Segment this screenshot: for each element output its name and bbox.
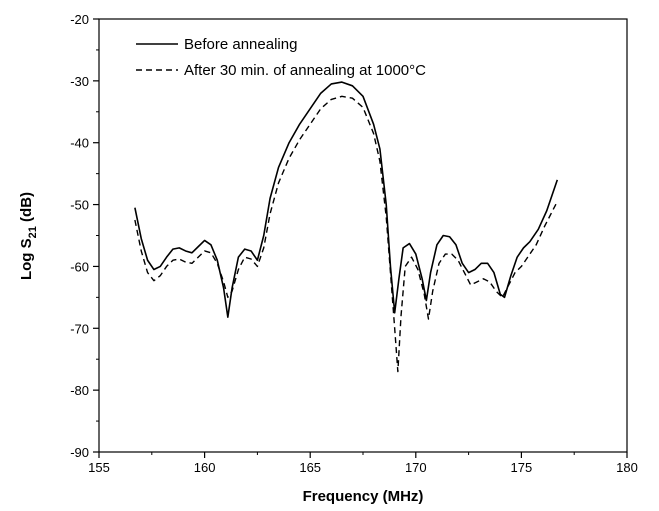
y-tick-label: -30 bbox=[70, 74, 89, 89]
plot-frame bbox=[98, 18, 628, 453]
x-tick-label: 165 bbox=[299, 460, 321, 475]
y-tick-label: -80 bbox=[70, 383, 89, 398]
y-tick-label: -20 bbox=[70, 12, 89, 27]
tick-labels: 155 160 165 170 175 180 -90 -80 -70 -60 -50 -40 -30 -… bbox=[70, 12, 638, 475]
y-tick-label: -40 bbox=[70, 136, 89, 151]
legend-label-before: Before annealing bbox=[184, 36, 297, 53]
y-axis-title-unit: (dB) bbox=[18, 192, 35, 226]
series-line-after-annealing bbox=[134, 95, 558, 373]
series-line-before-annealing bbox=[134, 81, 559, 318]
y-axis-title: Log S21 (dB) bbox=[18, 192, 39, 280]
x-tick-label: 170 bbox=[405, 460, 427, 475]
legend-label-after: After 30 min. of annealing at 1000°C bbox=[184, 62, 426, 79]
y-axis-title-main: Log S bbox=[18, 238, 35, 280]
legend: Before annealing After 30 min. of anneal… bbox=[136, 36, 426, 79]
x-tick-label: 155 bbox=[88, 460, 110, 475]
x-tick-label: 175 bbox=[511, 460, 533, 475]
series-lines bbox=[134, 81, 559, 373]
y-tick-label: -50 bbox=[70, 198, 89, 213]
y-tick-label: -60 bbox=[70, 259, 89, 274]
x-axis-title: Frequency (MHz) bbox=[303, 488, 424, 505]
y-tick-label: -70 bbox=[70, 321, 89, 336]
x-tick-label: 180 bbox=[616, 460, 638, 475]
y-tick-label: -90 bbox=[70, 445, 89, 460]
y-axis-title-subscript: 21 bbox=[27, 226, 39, 238]
x-tick-label: 160 bbox=[194, 460, 216, 475]
axis-ticks bbox=[93, 18, 628, 458]
